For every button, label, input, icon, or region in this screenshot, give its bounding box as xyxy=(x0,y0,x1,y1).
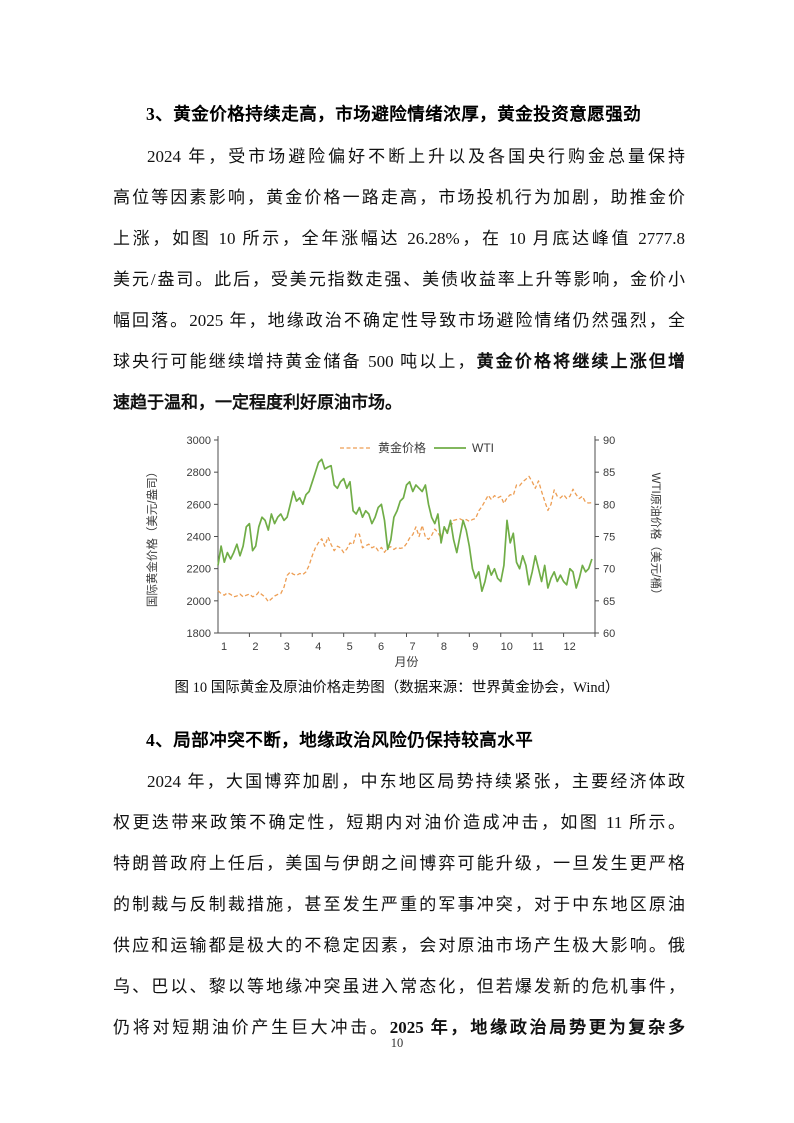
x-axis-tick-label: 7 xyxy=(409,641,415,653)
right-axis-tick-label: 65 xyxy=(603,596,615,608)
paragraph-line: 高位等因素影响，黄金价格一路走高，市场投机行为加剧，助推金价 xyxy=(113,188,685,207)
paragraph-line: 2024 年，大国博弈加剧，中东地区局势持续紧张，主要经济体政 xyxy=(147,772,685,791)
x-axis-tick-label: 5 xyxy=(347,641,353,653)
figure-10-caption: 图 10 国际黄金及原油价格走势图（数据来源：世界黄金协会，Wind） xyxy=(174,680,620,696)
gold-wti-line-chart: 1800200022002400260028003000606570758085… xyxy=(145,435,663,669)
section-3-paragraph: 2024 年，受市场避险偏好不断上升以及各国央行购金总量保持高位等因素影响，黄金… xyxy=(113,136,685,423)
right-axis-tick-label: 90 xyxy=(603,435,615,447)
right-axis-tick-label: 70 xyxy=(603,564,615,576)
x-axis-tick-label: 12 xyxy=(563,641,575,653)
left-axis-tick-label: 2200 xyxy=(187,564,211,576)
paragraph-line: 美元/盎司。此后，受美元指数走强、美债收益率上升等影响，金价小 xyxy=(113,270,685,289)
right-axis-tick-label: 60 xyxy=(603,628,615,640)
gold-price-line xyxy=(217,475,592,603)
x-axis-tick-label: 1 xyxy=(221,641,227,653)
left-axis-tick-label: 2600 xyxy=(187,499,211,511)
paragraph-line: 供应和运输都是极大的不稳定因素，会对原油市场产生极大影响。俄 xyxy=(113,936,685,955)
paragraph-line: 上涨，如图 10 所示，全年涨幅达 26.28%，在 10 月底达峰值 2777… xyxy=(113,229,685,248)
paragraph-line: 幅回落。2025 年，地缘政治不确定性导致市场避险情绪仍然强烈，全 xyxy=(113,311,685,330)
wti-price-line xyxy=(217,458,593,593)
x-axis-title: 月份 xyxy=(394,655,418,669)
x-axis-tick-label: 8 xyxy=(441,641,447,653)
paragraph-line: 乌、巴以、黎以等地缘冲突虽进入常态化，但若爆发新的危机事件， xyxy=(113,977,685,996)
legend-wti-label: WTI xyxy=(472,441,494,455)
left-axis-title: 国际黄金价格（美元/盎司） xyxy=(145,466,159,607)
paragraph-line: 球央行可能继续增持黄金储备 500 吨以上，黄金价格将继续上涨但增 xyxy=(113,352,686,371)
right-axis-title: WTI原油价格（美元/桶） xyxy=(649,473,663,601)
section-4-heading: 4、局部冲突不断，地缘政治风险仍保持较高水平 xyxy=(146,730,534,750)
right-axis-tick-label: 75 xyxy=(603,532,615,544)
paragraph-line: 的制裁与反制裁措施，甚至发生严重的军事冲突，对于中东地区原油 xyxy=(113,895,685,914)
page-number: 10 xyxy=(390,1036,404,1050)
paragraph-line: 特朗普政府上任后，美国与伊朗之间博弈可能升级，一旦发生更严格 xyxy=(113,854,685,873)
x-axis-tick-label: 9 xyxy=(472,641,478,653)
section-3-heading: 3、黄金价格持续走高，市场避险情绪浓厚，黄金投资意愿强劲 xyxy=(146,104,642,124)
x-axis-tick-label: 6 xyxy=(378,641,384,653)
left-axis-tick-label: 2400 xyxy=(187,532,211,544)
x-axis-tick-label: 11 xyxy=(532,641,543,653)
left-axis-tick-label: 1800 xyxy=(187,628,211,640)
paragraph-line: 权更迭带来政策不确定性，短期内对油价造成冲击，如图 11 所示。 xyxy=(113,813,685,832)
right-axis-tick-label: 85 xyxy=(603,467,615,479)
left-axis-tick-label: 3000 xyxy=(187,435,211,447)
x-axis-tick-label: 2 xyxy=(252,641,258,653)
section-4-paragraph: 2024 年，大国博弈加剧，中东地区局势持续紧张，主要经济体政权更迭带来政策不确… xyxy=(113,761,685,1048)
left-axis-tick-label: 2800 xyxy=(187,467,211,479)
paragraph-line: 2024 年，受市场避险偏好不断上升以及各国央行购金总量保持 xyxy=(147,147,685,166)
paragraph-line: 速趋于温和，一定程度利好原油市场。 xyxy=(113,393,402,412)
legend-gold-label: 黄金价格 xyxy=(378,440,426,455)
right-axis-tick-label: 80 xyxy=(603,499,615,511)
paragraph-line: 仍将对短期油价产生巨大冲击。2025 年，地缘政治局势更为复杂多 xyxy=(113,1018,686,1037)
left-axis-tick-label: 2000 xyxy=(187,596,211,608)
x-axis-tick-label: 3 xyxy=(284,641,290,653)
x-axis-tick-label: 4 xyxy=(315,641,321,653)
x-axis-tick-label: 10 xyxy=(501,641,513,653)
